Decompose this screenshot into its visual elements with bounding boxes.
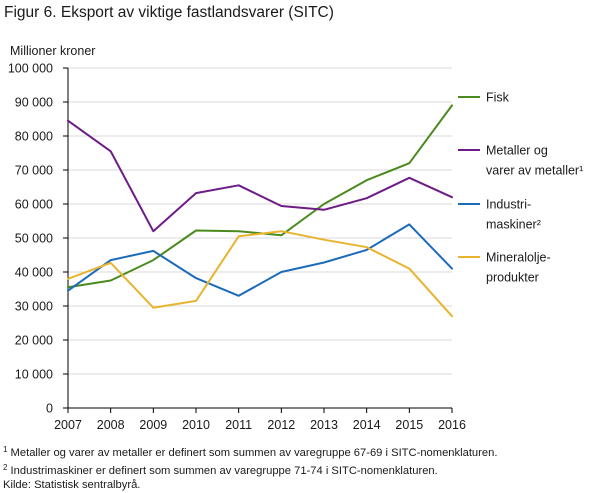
legend: Fisk Metaller og varer av metaller¹ Industr… — [458, 91, 583, 285]
y-tick-label: 40 000 — [15, 266, 53, 280]
y-tick-label: 100 000 — [8, 62, 53, 76]
x-tick-label: 2013 — [310, 418, 338, 432]
x-tick-label: 2012 — [267, 418, 295, 432]
y-tick-label: 50 000 — [15, 232, 53, 246]
series-line — [67, 223, 453, 297]
x-tick-label: 2008 — [97, 418, 125, 432]
source-note: Kilde: Statistisk sentralbyrå. — [3, 479, 141, 491]
y-tick-label: 80 000 — [15, 130, 53, 144]
y-tick-label: 30 000 — [15, 300, 53, 314]
legend-label: Mineralolje- — [486, 251, 551, 265]
x-tick-label: 2007 — [54, 418, 82, 432]
x-tick-label: 2010 — [182, 418, 210, 432]
line-chart: 0 10 000 20 000 30 000 40 000 50 000 60 000 70 … — [8, 62, 583, 433]
y-tick-label: 60 000 — [15, 198, 53, 212]
legend-label: maskiner² — [486, 218, 541, 232]
grid-lines — [68, 67, 452, 375]
chart-title: Figur 6. Eksport av viktige fastlandsvar… — [4, 4, 334, 21]
series-line — [67, 230, 453, 318]
y-tick-label: 90 000 — [15, 96, 53, 110]
legend-label: Fisk — [486, 91, 510, 105]
x-tick-label: 2015 — [395, 418, 423, 432]
footnote-2: 2 Industrimaskiner er definert som summe… — [3, 462, 438, 477]
y-axis-unit-label: Millioner kroner — [10, 44, 96, 58]
y-tick-label: 70 000 — [15, 164, 53, 178]
footnote-1: 1 Metaller og varer av metaller er defin… — [3, 445, 498, 459]
y-tick-label: 20 000 — [15, 334, 53, 348]
y-axis-ticks: 0 10 000 20 000 30 000 40 000 50 000 60 000 70 … — [8, 62, 68, 416]
x-tick-label: 2009 — [139, 418, 167, 432]
legend-label: produkter — [486, 271, 539, 285]
x-axis-ticks: 2007 2008 2009 2010 2011 2012 2013 2014 2015 2016 — [54, 408, 466, 432]
series-lines — [67, 104, 453, 318]
x-tick-label: 2016 — [438, 418, 466, 432]
footnotes: 1 Metaller og varer av metaller er defin… — [3, 443, 497, 493]
y-tick-label: 10 000 — [15, 368, 53, 382]
axes — [67, 68, 452, 409]
x-tick-label: 2011 — [225, 418, 252, 432]
series-line — [67, 119, 453, 233]
x-tick-label: 2014 — [353, 418, 381, 432]
legend-label: Industri- — [486, 198, 531, 212]
legend-label: Metaller og — [486, 144, 548, 158]
legend-label: varer av metaller¹ — [486, 164, 583, 178]
y-tick-label: 0 — [46, 402, 53, 416]
